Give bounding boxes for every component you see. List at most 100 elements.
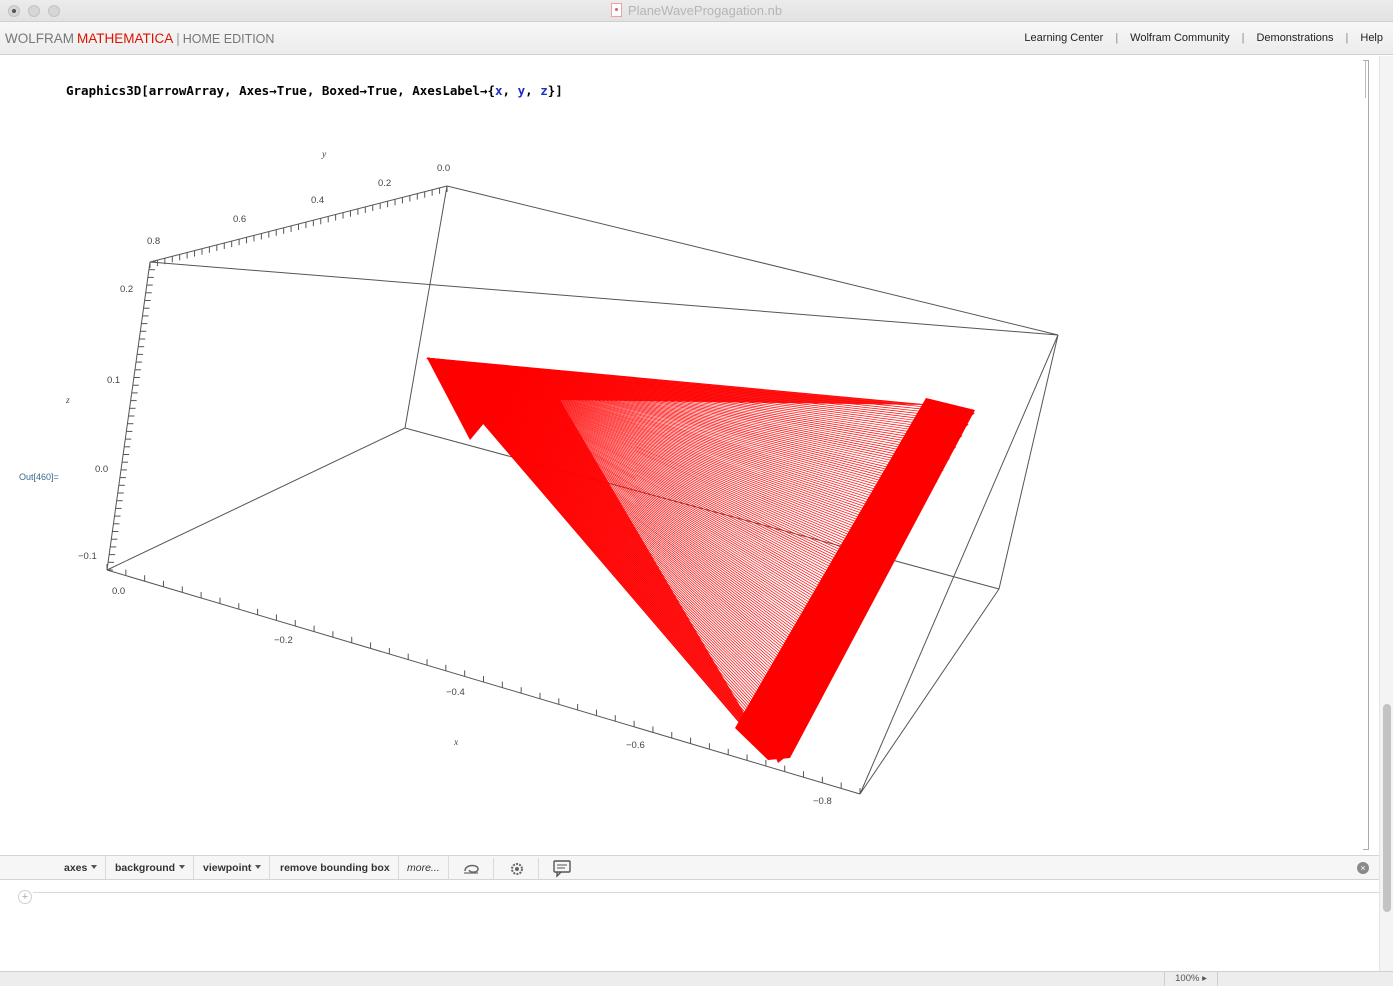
nav-demonstrations[interactable]: Demonstrations <box>1256 32 1334 44</box>
arrowhead <box>936 455 950 466</box>
y-tick-label: 0.4 <box>311 195 324 206</box>
arrowhead <box>811 684 825 695</box>
x-axis-tick-labels: 0.0 −0.2 −0.4 −0.6 −0.8 x <box>112 586 832 807</box>
brand-bar: WOLFRAM MATHEMATICA | HOME EDITION Learning… <box>0 22 1393 55</box>
chevron-down-icon <box>255 865 262 869</box>
box-edge <box>404 427 1000 590</box>
feedback-suggestion-button[interactable] <box>540 858 584 879</box>
nav-learning-center[interactable]: Learning Center <box>1024 32 1104 44</box>
output-label: Out[460]= <box>19 472 59 482</box>
arrowhead-band <box>735 398 975 760</box>
arrowhead <box>874 570 888 581</box>
y-axis-tick-labels: 0.0 0.2 0.4 0.6 0.8 y <box>147 150 450 247</box>
y-tick-label: 0.0 <box>437 163 450 174</box>
arrowhead <box>836 638 850 649</box>
arrowhead <box>817 672 831 683</box>
close-window-button[interactable] <box>8 5 20 17</box>
window-title-wrap: PlaneWaveProgagation.nb <box>0 0 1393 22</box>
z-tick-label: 0.0 <box>95 464 108 475</box>
arrowhead <box>868 581 881 592</box>
arrowhead <box>962 410 975 420</box>
arrowhead <box>899 524 913 535</box>
x-tick-label: −0.4 <box>446 687 465 698</box>
zoom-level: 100% <box>1175 973 1200 984</box>
cell-group-bracket[interactable] <box>1363 60 1369 850</box>
suggestion-viewpoint-label: viewpoint <box>203 862 252 874</box>
box-edge <box>446 185 1059 336</box>
scrollbar-thumb[interactable] <box>1383 704 1391 912</box>
rule-arrow: → <box>269 83 277 98</box>
chevron-down-icon <box>179 865 186 869</box>
suggestion-more-button[interactable]: more... <box>399 856 449 880</box>
nav-help[interactable]: Help <box>1360 32 1383 44</box>
new-cell-insertion-line[interactable] <box>33 892 1379 893</box>
x-tick-label: 0.0 <box>112 586 125 597</box>
symbol-z: z <box>540 83 548 98</box>
arrowhead <box>893 535 907 546</box>
add-cell-icon[interactable]: + <box>18 890 32 904</box>
arrowhead <box>943 444 957 455</box>
rule-arrow: → <box>479 83 488 98</box>
suggestions-bar: axes background viewpoint remove boundin… <box>0 855 1379 880</box>
brand-edition: HOME EDITION <box>182 32 275 46</box>
input-comma: , <box>525 83 541 98</box>
status-bar: 100% ▸ <box>0 971 1393 986</box>
nav-separator: | <box>1115 32 1119 44</box>
undo-icon <box>464 864 479 874</box>
zoom-window-button[interactable] <box>48 5 60 17</box>
input-rbrace: }] <box>547 83 563 98</box>
arrowhead <box>861 592 875 603</box>
title-bar: PlaneWaveProgagation.nb <box>0 0 1393 22</box>
gear-icon <box>511 863 523 875</box>
input-code-3: True, AxesLabel <box>367 83 480 98</box>
arrowhead <box>924 478 938 489</box>
graphics3d-output[interactable]: 0.0 −0.2 −0.4 −0.6 −0.8 x 0.0 0.2 0.4 0.… <box>0 120 1100 820</box>
z-axis-tick-labels: −0.1 0.0 0.1 0.2 z <box>65 284 133 562</box>
nav-links: Learning Center | Wolfram Community | Demons… <box>1024 32 1383 44</box>
axis-ticks <box>106 186 861 794</box>
input-lbrace: { <box>487 83 496 98</box>
notebook-file-icon <box>610 3 622 17</box>
suggestion-background-label: background <box>115 862 176 874</box>
arrowhead <box>886 547 900 558</box>
box-edge <box>998 334 1059 590</box>
input-cell-bracket[interactable] <box>1360 60 1366 98</box>
arrow-array <box>426 357 975 763</box>
y-tick-label: 0.2 <box>378 178 391 189</box>
suggestion-background-button[interactable]: background <box>107 856 195 880</box>
close-suggestions-icon[interactable]: × <box>1357 862 1369 874</box>
suggestion-axes-button[interactable]: axes <box>56 856 107 880</box>
suggestion-axes-label: axes <box>64 862 88 874</box>
suggestion-viewpoint-button[interactable]: viewpoint <box>195 856 271 880</box>
arrowhead <box>824 661 838 672</box>
nav-wolfram-community[interactable]: Wolfram Community <box>1130 32 1230 44</box>
suggestion-remove-box-button[interactable]: remove bounding box <box>272 856 399 880</box>
input-cell[interactable]: Graphics3D[arrowArray, Axes→True, Boxed→… <box>66 83 563 98</box>
arrowhead <box>918 490 932 501</box>
nav-separator: | <box>1241 32 1245 44</box>
minimize-window-button[interactable] <box>28 5 40 17</box>
zoom-level-control[interactable]: 100% ▸ <box>1164 972 1218 986</box>
arrowhead <box>849 615 863 626</box>
vertical-scrollbar[interactable] <box>1379 56 1393 971</box>
arrowhead <box>774 753 787 763</box>
arrowhead <box>830 650 844 661</box>
z-axis-label: z <box>65 396 70 406</box>
arrowhead <box>780 741 794 752</box>
settings-suggestion-button[interactable] <box>495 858 539 879</box>
brand-mathematica: MATHEMATICA <box>77 31 174 46</box>
input-code-1: Graphics3D[arrowArray, Axes <box>66 83 270 98</box>
x-axis-label: x <box>453 738 459 748</box>
brand-separator: | <box>176 31 180 46</box>
arrowhead <box>955 421 969 432</box>
arrowhead <box>905 512 919 523</box>
arrowhead <box>799 707 813 718</box>
y-tick-label: 0.8 <box>147 236 160 247</box>
close-dot-icon <box>12 9 16 13</box>
undo-suggestion-button[interactable] <box>450 858 494 879</box>
box-edge <box>106 427 406 571</box>
nav-separator: | <box>1345 32 1349 44</box>
symbol-x: x <box>495 83 503 98</box>
y-axis-label: y <box>321 150 327 160</box>
